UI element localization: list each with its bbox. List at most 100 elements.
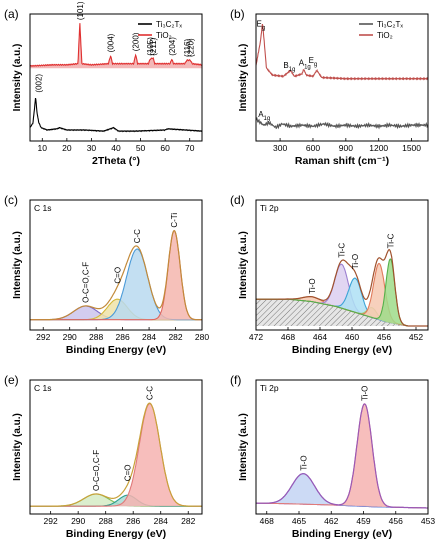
component-fill — [256, 473, 428, 508]
x-tick-label: 70 — [185, 143, 195, 153]
y-axis-label: Intensity (a.u.) — [238, 413, 249, 481]
x-axis-label: Binding Energy (eV) — [292, 528, 392, 540]
component-fill — [30, 306, 202, 320]
peak-label: C=O — [124, 465, 133, 482]
x-tick-label: 284 — [142, 332, 156, 342]
x-tick-label: 453 — [421, 516, 435, 526]
peak-label: Eg — [309, 56, 318, 68]
panel-letter: (f) — [230, 373, 241, 387]
peak-label: C-C — [133, 229, 142, 243]
x-tick-label: 292 — [36, 332, 50, 342]
x-tick-label: 282 — [168, 332, 182, 342]
ti3c2tx-line — [255, 116, 429, 130]
peak-label: (220) — [186, 38, 195, 57]
panel-letter: (c) — [4, 193, 18, 207]
background-hatch — [256, 299, 428, 326]
x-tick-label: 20 — [62, 143, 72, 153]
peak-label: Ti-O — [299, 455, 308, 470]
x-tick-label: 284 — [154, 516, 168, 526]
x-tick-label: 465 — [292, 516, 306, 526]
peak-label: C-Ti — [170, 213, 179, 228]
x-tick-label: 290 — [63, 332, 77, 342]
plot-frame — [255, 13, 429, 142]
x-tick-label: 464 — [313, 332, 327, 342]
plot-frame — [29, 379, 203, 515]
peak-label: (116) — [183, 39, 192, 57]
x-tick-label: 40 — [111, 143, 121, 153]
peak-label: Ti-C — [386, 233, 395, 248]
x-tick-label: 900 — [339, 143, 353, 153]
x-tick-label: 472 — [249, 332, 263, 342]
envelope-line — [256, 403, 428, 509]
legend-entry: Ti₃C₂Tₓ — [377, 20, 403, 29]
peak-label: C=O — [113, 267, 122, 284]
x-tick-label: 60 — [160, 143, 170, 153]
component-fill — [30, 403, 202, 507]
peak-label: C-C — [146, 386, 155, 400]
panel-letter: (a) — [4, 7, 19, 21]
tio2-line — [29, 23, 203, 67]
plot-frame — [255, 379, 429, 515]
plot-frame — [255, 199, 429, 331]
x-tick-label: 288 — [89, 332, 103, 342]
x-tick-label: 286 — [116, 332, 130, 342]
envelope-line — [256, 248, 428, 327]
x-tick-label: 30 — [87, 143, 97, 153]
panel-letter: (e) — [4, 373, 19, 387]
x-tick-label: 462 — [324, 516, 338, 526]
y-axis-label: Intensity (a.u.) — [12, 44, 23, 112]
x-axis-label: Binding Energy (eV) — [66, 344, 166, 356]
x-tick-label: 288 — [99, 516, 113, 526]
x-axis-label: Binding Energy (eV) — [66, 528, 166, 540]
plot-frame — [29, 199, 203, 331]
y-axis-label: Intensity (a.u.) — [12, 231, 23, 299]
x-tick-label: 10 — [38, 143, 48, 153]
x-axis-label: Raman shift (cm⁻¹) — [295, 155, 389, 167]
legend-entry: Ti₃C₂Tₓ — [156, 20, 182, 29]
panel-e: O-C=O,C-F C=O C-C 292 290 288 286 284 282 Binding… — [4, 373, 203, 540]
peak-label: (204) — [168, 37, 177, 56]
panel-c: O-C=O,C-F C=O C-C C-Ti 292 290 288 286 284 282 280… — [4, 193, 209, 356]
x-axis-label: 2Theta (°) — [92, 155, 140, 167]
x-tick-label: 600 — [306, 143, 320, 153]
component-fill — [256, 259, 428, 326]
peak-label: O-C=O,C-F — [82, 262, 91, 303]
panel-d: Ti-O Ti-C Ti-O Ti-C 472 468 464 460 456 452 Bindin… — [230, 193, 429, 356]
peak-label: (101) — [76, 1, 85, 20]
x-tick-label: 1200 — [369, 143, 388, 153]
legend-entry: TiO₂ — [156, 31, 172, 40]
legend-entry: TiO₂ — [377, 31, 393, 40]
peak-label: (211) — [149, 37, 158, 55]
plot-frame — [29, 13, 203, 142]
x-tick-label: 286 — [126, 516, 140, 526]
peak-label: B1g — [283, 61, 295, 73]
corner-label: Ti 2p — [260, 383, 279, 393]
envelope-line — [30, 229, 202, 321]
peak-label: (004) — [107, 33, 116, 52]
x-axis-label: Binding Energy (eV) — [292, 344, 392, 356]
peak-label: Eg — [257, 19, 266, 31]
x-tick-label: 459 — [356, 516, 370, 526]
panel-letter: (b) — [230, 7, 245, 21]
peak-label: Ti-O — [351, 254, 360, 269]
legend: Ti₃C₂Tₓ TiO₂ — [359, 20, 403, 40]
y-axis-label: Intensity (a.u.) — [12, 413, 23, 481]
component-fill — [256, 403, 428, 508]
peak-label: Ti-O — [308, 278, 317, 293]
x-tick-label: 300 — [273, 143, 287, 153]
ti3c2tx-line — [29, 97, 203, 133]
x-tick-label: 456 — [377, 332, 391, 342]
panel-letter: (d) — [230, 193, 245, 207]
x-tick-label: 282 — [181, 516, 195, 526]
x-tick-label: 292 — [44, 516, 58, 526]
x-tick-label: 1500 — [402, 143, 421, 153]
legend: Ti₃C₂Tₓ TiO₂ — [138, 20, 182, 40]
tio2-line — [255, 23, 429, 81]
x-tick-label: 50 — [136, 143, 146, 153]
panel-a: (002) (101) (004) (200) (105)(211) (204) (116)… — [4, 1, 203, 167]
corner-label: C 1s — [34, 383, 51, 393]
peak-label: Ti-C — [338, 243, 347, 258]
y-axis-label: Intensity (a.u.) — [238, 231, 249, 299]
